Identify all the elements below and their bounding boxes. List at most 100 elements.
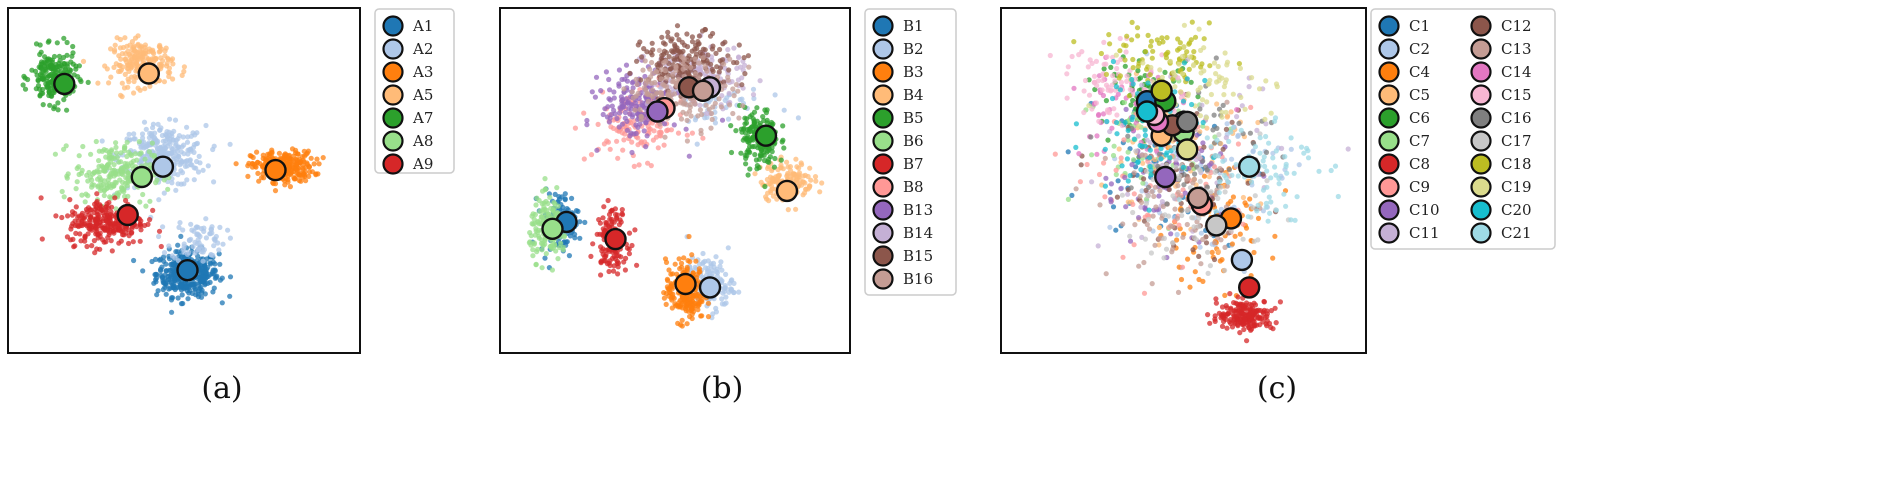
point-C8: [1277, 299, 1283, 305]
point-A2: [169, 133, 175, 139]
point-A2: [99, 138, 105, 144]
point-A8: [113, 144, 119, 150]
point-C5: [1206, 174, 1212, 180]
point-B7: [600, 251, 606, 257]
point-A1: [175, 242, 181, 248]
point-A9: [116, 240, 122, 246]
point-B1: [542, 255, 548, 261]
point-C2: [1197, 244, 1203, 250]
legend-marker-A9: [382, 153, 404, 175]
point-B16: [721, 61, 727, 67]
point-B6: [531, 240, 538, 246]
point-A5: [128, 57, 135, 64]
point-C13: [1102, 155, 1108, 161]
point-B2: [713, 309, 720, 315]
point-B7: [607, 248, 613, 254]
point-A7: [55, 107, 61, 113]
point-A5: [162, 53, 168, 59]
point-C8: [1235, 294, 1241, 300]
point-B13: [622, 109, 629, 116]
point-C4: [1209, 249, 1215, 255]
point-B5: [767, 154, 774, 160]
point-A2: [167, 141, 173, 147]
point-A8: [121, 165, 127, 171]
point-B5: [771, 164, 778, 170]
point-C7: [1121, 99, 1128, 105]
point-B3: [685, 258, 691, 264]
point-A7: [41, 59, 47, 65]
point-A2: [158, 125, 164, 131]
point-C4: [1243, 225, 1250, 231]
point-B13: [683, 126, 689, 132]
point-A2: [191, 228, 197, 234]
point-C11: [1138, 204, 1144, 210]
point-A2: [186, 237, 192, 243]
point-C4: [1232, 233, 1238, 239]
point-B6: [529, 213, 535, 219]
point-A2: [131, 136, 137, 142]
point-A8: [122, 193, 128, 200]
point-B5: [760, 114, 766, 120]
point-C8: [1268, 308, 1274, 314]
point-A2: [138, 159, 144, 165]
point-C13: [1142, 152, 1148, 158]
point-B5: [743, 155, 749, 161]
point-B6: [553, 248, 559, 254]
point-A3: [313, 172, 319, 178]
point-C11: [1239, 103, 1245, 109]
point-C13: [1224, 183, 1230, 189]
point-B13: [603, 69, 610, 75]
point-A9: [79, 218, 85, 224]
point-C13: [1160, 203, 1166, 210]
point-C12: [1196, 253, 1202, 259]
panel-caption: (a): [201, 371, 242, 406]
point-B16: [730, 110, 736, 117]
point-A8: [140, 191, 146, 198]
point-C9: [1145, 212, 1151, 218]
point-A1: [185, 296, 191, 302]
point-A1: [189, 282, 195, 288]
point-B4: [774, 196, 780, 202]
point-C8: [1234, 317, 1240, 323]
point-B16: [629, 89, 636, 95]
point-B15: [719, 57, 726, 63]
point-B14: [697, 102, 703, 108]
point-B2: [750, 86, 757, 92]
point-B15: [745, 53, 752, 59]
point-A2: [156, 233, 162, 240]
point-B2: [781, 107, 787, 113]
point-A9: [73, 230, 79, 236]
point-B14: [757, 78, 763, 84]
point-B7: [609, 255, 616, 261]
point-B16: [632, 107, 638, 113]
point-A8: [76, 171, 82, 178]
point-B16: [656, 47, 663, 54]
point-A8: [108, 185, 114, 191]
point-B7: [600, 215, 606, 221]
point-A7: [85, 79, 91, 85]
point-A2: [171, 128, 177, 134]
point-A7: [33, 41, 40, 47]
point-B4: [778, 165, 784, 171]
point-C13: [1222, 244, 1228, 250]
legend-label-B6: B6: [903, 132, 924, 150]
point-A3: [314, 156, 320, 162]
point-C5: [1218, 141, 1224, 147]
legend-marker-A1: [382, 15, 404, 37]
centroid-B4: [775, 179, 799, 203]
point-A9: [69, 223, 75, 229]
point-A7: [76, 63, 82, 69]
point-C5: [1204, 125, 1210, 131]
legend-label-B1: B1: [903, 17, 924, 35]
point-A1: [219, 275, 225, 281]
point-B16: [692, 101, 698, 107]
point-A8: [143, 203, 149, 209]
point-A9: [137, 221, 143, 227]
point-B6: [555, 256, 561, 262]
point-A3: [256, 178, 262, 184]
point-B4: [770, 193, 777, 199]
point-C14: [1234, 107, 1240, 113]
point-B6: [538, 214, 544, 220]
centroid-B5: [754, 124, 778, 147]
point-C13: [1137, 193, 1143, 199]
